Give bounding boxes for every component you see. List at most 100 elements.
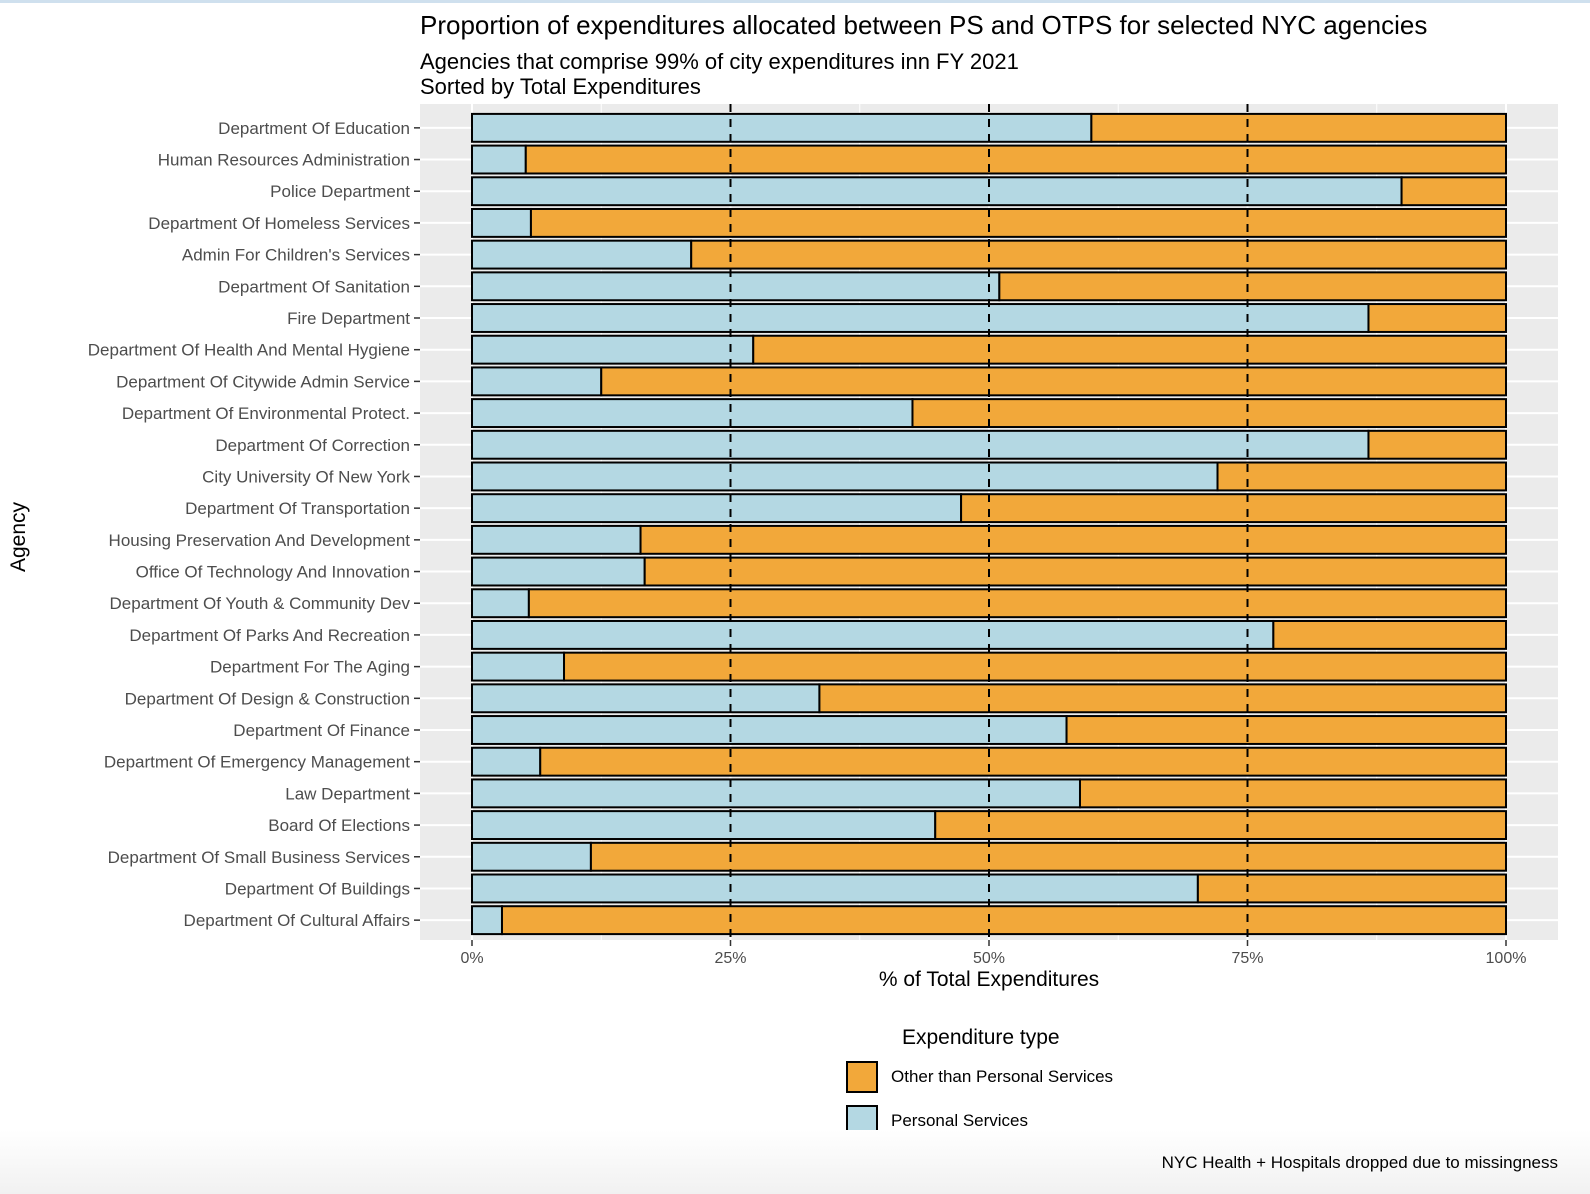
y-tick-label: Department Of Small Business Services [108, 848, 410, 867]
bar-personal-services [471, 524, 642, 555]
x-tick-label: 75% [1231, 950, 1263, 967]
bar-other-than-personal-services [539, 746, 1507, 777]
bar-other-than-personal-services [934, 810, 1507, 841]
bar-personal-services [471, 207, 532, 238]
y-tick-label: Department Of Buildings [225, 879, 410, 898]
bar-other-than-personal-services [1090, 112, 1507, 143]
bar-personal-services [471, 588, 530, 619]
y-tick-label: Department Of Environmental Protect. [122, 404, 410, 423]
subtitle-line-1: Agencies that comprise 99% of city expen… [420, 49, 1019, 74]
y-tick-label: Housing Preservation And Development [109, 531, 411, 550]
y-tick-label: Department Of Youth & Community Dev [110, 594, 411, 613]
x-tick-label: 0% [460, 950, 483, 967]
window-bottom-fade [0, 1130, 1590, 1194]
legend-item-otps: Other than Personal Services [846, 1060, 1113, 1094]
bar-other-than-personal-services [1216, 461, 1508, 492]
bar-other-than-personal-services [529, 207, 1507, 238]
bar-personal-services [471, 905, 503, 936]
bar-other-than-personal-services [524, 144, 1507, 175]
chart-caption: NYC Health + Hospitals dropped due to mi… [1161, 1153, 1558, 1172]
y-tick-label: Law Department [285, 784, 410, 803]
bar-personal-services [471, 176, 1403, 207]
legend-label-otps: Other than Personal Services [891, 1067, 1114, 1086]
bar-other-than-personal-services [600, 366, 1507, 397]
y-tick-label: Admin For Children's Services [182, 246, 410, 265]
bar-other-than-personal-services [1065, 715, 1508, 745]
x-tick-label: 100% [1486, 950, 1527, 967]
bar-other-than-personal-services [752, 334, 1507, 365]
bar-other-than-personal-services [1367, 429, 1508, 460]
subtitle-line-2: Sorted by Total Expenditures [420, 74, 701, 99]
y-tick-label: Department Of Parks And Recreation [129, 626, 410, 645]
bar-personal-services [471, 398, 914, 429]
bar-personal-services [471, 619, 1275, 650]
bar-personal-services [471, 429, 1370, 460]
bar-personal-services [471, 239, 693, 270]
bar-other-than-personal-services [1400, 176, 1508, 207]
x-axis-title: % of Total Expenditures [878, 968, 1100, 991]
chart-subtitle: Agencies that comprise 99% of city expen… [420, 49, 1019, 99]
legend: Expenditure type Other than Personal Ser… [846, 1026, 1113, 1138]
bar-other-than-personal-services [527, 588, 1507, 619]
window-top-rule [0, 0, 1590, 3]
y-tick-label: Department Of Education [218, 119, 410, 138]
bar-other-than-personal-services [690, 239, 1507, 270]
y-tick-label: Office Of Technology And Innovation [136, 563, 410, 582]
bar-other-than-personal-services [998, 271, 1508, 302]
y-tick-label: Department For The Aging [210, 658, 410, 677]
bar-personal-services [471, 873, 1199, 904]
y-tick-label: Department Of Citywide Admin Service [116, 372, 410, 391]
y-tick-label: Department Of Correction [215, 436, 410, 455]
bar-personal-services [471, 556, 646, 587]
plot-area: Department Of Education Human Resources A… [88, 104, 1558, 967]
x-tick-label: 25% [714, 950, 746, 967]
bar-personal-services [471, 715, 1068, 745]
bar-personal-services [471, 810, 937, 841]
chart-title: Proportion of expenditures allocated bet… [420, 10, 1428, 40]
bar-personal-services [471, 493, 963, 524]
y-tick-label: Department Of Health And Mental Hygiene [88, 341, 410, 360]
bar-personal-services [471, 334, 755, 365]
bar-personal-services [471, 144, 527, 175]
bar-personal-services [471, 366, 603, 397]
y-tick-label: Police Department [270, 182, 410, 201]
bar-other-than-personal-services [911, 398, 1507, 429]
bar-other-than-personal-services [818, 683, 1507, 714]
x-tick-label: 50% [973, 950, 1005, 967]
bar-personal-services [471, 841, 592, 872]
bar-personal-services [471, 271, 1001, 302]
y-tick-label: City University Of New York [202, 467, 410, 486]
bar-other-than-personal-services [1367, 303, 1508, 333]
y-tick-label: Fire Department [287, 309, 410, 328]
legend-label-ps: Personal Services [891, 1111, 1029, 1130]
y-tick-label: Human Resources Administration [158, 151, 410, 170]
y-tick-label: Department Of Finance [233, 721, 410, 740]
bar-other-than-personal-services [1272, 619, 1507, 650]
bar-personal-services [471, 683, 821, 714]
bar-other-than-personal-services [960, 493, 1507, 524]
bar-personal-services [471, 461, 1219, 492]
bar-other-than-personal-services [1196, 873, 1508, 904]
bar-personal-services [471, 303, 1370, 333]
y-tick-label: Department Of Transportation [185, 499, 410, 518]
legend-title: Expenditure type [902, 1026, 1060, 1049]
bar-other-than-personal-services [500, 905, 1507, 936]
bar-other-than-personal-services [563, 651, 1507, 682]
y-axis-title: Agency [7, 501, 30, 573]
y-tick-label: Department Of Homeless Services [148, 214, 410, 233]
bar-other-than-personal-services [639, 524, 1507, 555]
bar-other-than-personal-services [589, 841, 1507, 872]
bar-personal-services [471, 651, 566, 682]
bar-personal-services [471, 778, 1081, 809]
y-tick-label: Department Of Emergency Management [104, 753, 410, 772]
y-tick-label: Department Of Sanitation [218, 277, 410, 296]
bar-other-than-personal-services [643, 556, 1507, 587]
y-tick-label: Board Of Elections [268, 816, 410, 835]
legend-swatch-otps [846, 1061, 878, 1093]
bar-other-than-personal-services [1078, 778, 1507, 809]
bar-personal-services [471, 746, 542, 777]
bar-personal-services [471, 112, 1093, 143]
y-tick-label: Department Of Cultural Affairs [184, 911, 410, 930]
y-tick-label: Department Of Design & Construction [125, 689, 410, 708]
